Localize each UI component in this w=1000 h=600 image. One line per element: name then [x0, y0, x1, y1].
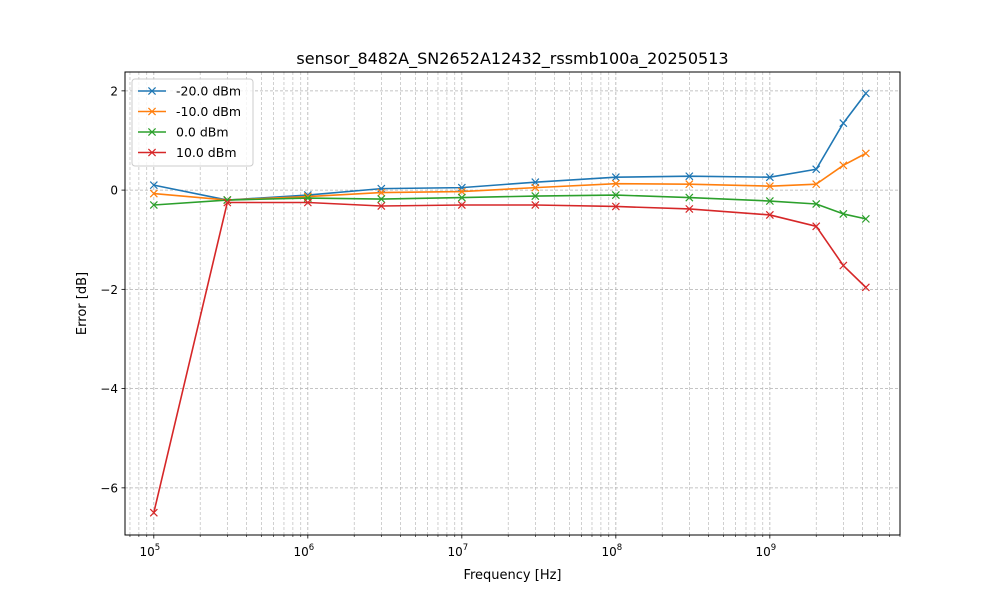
- data-point-marker: [303, 192, 312, 201]
- x-axis-label: Frequency [Hz]: [463, 568, 561, 583]
- axis-ticks: 105 106 107 108 109 2 0 −2 −4 −6: [100, 84, 901, 559]
- legend-box: [131, 78, 254, 167]
- legend-marker: [147, 107, 157, 116]
- legend-marker: [147, 127, 157, 137]
- legend-marker: [147, 86, 157, 96]
- data-point-marker: [839, 119, 848, 128]
- x-tick-label: 105: [139, 543, 160, 559]
- y-tick-label: 0: [110, 184, 118, 198]
- data-point-marker: [812, 222, 821, 231]
- data-point-marker: [531, 200, 540, 210]
- data-point-marker: [839, 209, 848, 218]
- legend-label: -20.0 dBm: [176, 84, 241, 99]
- data-point-marker: [149, 189, 158, 198]
- chart-title: sensor_8482A_SN2652A12432_rssmb100a_2025…: [296, 49, 728, 69]
- x-tick-label: 108: [601, 543, 622, 559]
- data-point-marker: [812, 180, 821, 189]
- y-tick-label: 2: [110, 84, 118, 98]
- y-tick-label: −4: [100, 382, 118, 396]
- data-point-marker: [861, 214, 870, 223]
- data-point-marker: [611, 179, 620, 188]
- data-point-marker: [531, 183, 540, 192]
- data-point-marker: [149, 181, 158, 190]
- series-layer: [149, 89, 870, 517]
- legend: -20.0 dBm -10.0 dBm 0.0 dBm 10.0 dBm: [131, 78, 254, 167]
- data-point-marker: [303, 198, 312, 207]
- data-point-marker: [531, 192, 540, 201]
- y-tick-label: −6: [100, 481, 118, 495]
- y-axis-label: Error [dB]: [75, 272, 90, 335]
- data-point-marker: [611, 173, 620, 182]
- legend-label: 0.0 dBm: [176, 125, 229, 140]
- plot-area-frame: [124, 71, 901, 536]
- data-point-marker: [457, 193, 466, 202]
- x-tick-label: 106: [293, 543, 314, 559]
- data-point-marker: [685, 193, 694, 202]
- data-point-marker: [765, 173, 774, 182]
- data-point-marker: [611, 202, 620, 211]
- x-tick-label: 107: [447, 543, 468, 559]
- data-point-marker: [765, 197, 774, 206]
- series-line: [153, 152, 867, 201]
- data-point-marker: [765, 182, 774, 191]
- series-line: [153, 92, 867, 201]
- data-point-marker: [861, 149, 870, 158]
- data-point-marker: [861, 89, 870, 98]
- data-point-marker: [223, 198, 232, 207]
- data-point-marker: [611, 191, 620, 200]
- data-point-marker: [685, 204, 694, 213]
- data-point-marker: [812, 199, 821, 209]
- legend-marker: [147, 148, 157, 157]
- data-point-marker: [457, 187, 466, 196]
- data-point-marker: [149, 508, 158, 517]
- data-point-marker: [457, 200, 466, 210]
- data-point-marker: [812, 165, 821, 174]
- x-tick-label: 109: [755, 543, 776, 559]
- y-tick-label: −2: [100, 283, 118, 297]
- data-point-marker: [685, 180, 694, 189]
- legend-label: -10.0 dBm: [176, 104, 241, 119]
- data-point-marker: [765, 210, 774, 219]
- data-point-marker: [377, 188, 386, 197]
- data-point-marker: [839, 161, 848, 170]
- data-point-marker: [861, 283, 870, 292]
- series-line: [153, 201, 867, 513]
- data-point-marker: [377, 201, 386, 211]
- data-point-marker: [839, 261, 848, 270]
- data-point-marker: [149, 200, 158, 210]
- data-point-marker: [377, 195, 386, 204]
- legend-label: 10.0 dBm: [176, 145, 237, 160]
- series-line: [153, 194, 867, 220]
- data-point-marker: [685, 172, 694, 181]
